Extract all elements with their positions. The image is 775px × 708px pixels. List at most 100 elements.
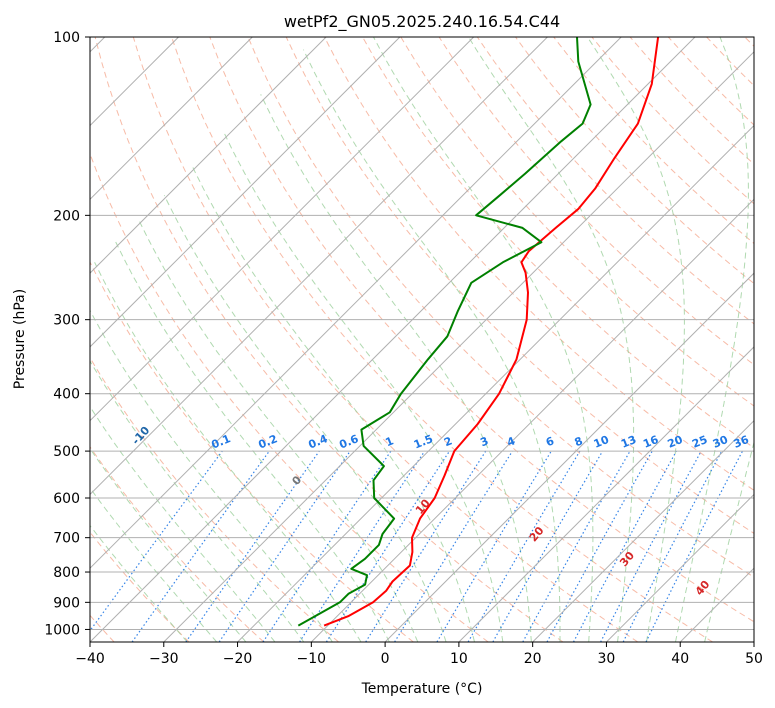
y-axis-title: Pressure (hPa) — [12, 289, 28, 389]
mixing-ratio-line — [394, 450, 513, 642]
x-tick-label: −40 — [75, 651, 105, 667]
isotherm-grid — [90, 37, 754, 642]
mixing-ratio-line — [645, 450, 744, 642]
mixing-ratio-line — [365, 450, 487, 642]
isotherm-line — [90, 37, 622, 569]
dry-adiabat-line — [438, 37, 754, 366]
moist-adiabat-line — [139, 221, 419, 642]
mixing-ratio-label: 6 — [544, 434, 556, 449]
isotherm-line — [310, 198, 754, 642]
mixing-ratio-line — [131, 450, 270, 642]
x-axis-title: Temperature (°C) — [361, 681, 483, 697]
mixing-ratio-label: 10 — [592, 433, 611, 451]
moist-adiabat-line — [163, 195, 447, 642]
moist-adiabat-line — [191, 165, 475, 642]
moist-adiabat-label: 40 — [693, 578, 713, 598]
mixing-ratio-label: 16 — [641, 433, 660, 451]
isotherm-line — [532, 419, 754, 642]
moist-adiabat-label: 30 — [617, 549, 637, 569]
dewpoint-line — [297, 37, 592, 627]
moist-adiabat-line — [373, 37, 594, 642]
x-tick-label: 30 — [598, 651, 616, 667]
moist-adiabat-label: 10 — [413, 496, 433, 516]
plot-frame — [89, 36, 755, 643]
dry-adiabat-line — [90, 356, 339, 642]
mixing-ratio-line — [600, 450, 702, 642]
dry-adiabat-line — [629, 37, 754, 165]
y-tick-label: 300 — [53, 313, 80, 329]
mixing-ratio-label: 25 — [690, 433, 709, 451]
isotherm-line — [90, 37, 475, 422]
x-tick-label: −10 — [297, 651, 327, 667]
mixing-ratio-label: 36 — [732, 433, 751, 451]
isotherm-line — [237, 124, 754, 642]
series-layer — [297, 37, 660, 627]
moist-adiabat-line — [675, 37, 749, 642]
mixing-ratio-label: 2 — [442, 434, 454, 449]
mixing-ratio-line — [262, 450, 392, 642]
x-tick-label: −30 — [149, 651, 179, 667]
isotherm-line — [163, 51, 754, 642]
moist-adiabat-line — [90, 524, 188, 642]
mixing-ratio-label: 0.2 — [256, 432, 279, 451]
dry-adiabat-line — [706, 37, 754, 87]
chart-title: wetPf2_GN05.2025.240.16.54.C44 — [284, 12, 560, 32]
dry-adiabat-line — [171, 37, 713, 642]
x-tick-label: 20 — [524, 651, 542, 667]
mixing-ratio-line — [325, 450, 450, 642]
y-tick-label: 100 — [53, 30, 80, 46]
mixing-ratio-line — [522, 450, 631, 642]
x-tick-label: 40 — [671, 651, 689, 667]
isotherm-line — [90, 37, 548, 496]
moist-adiabat-line — [90, 309, 333, 642]
dry-adiabat-line — [90, 152, 489, 642]
y-tick-label: 600 — [53, 491, 80, 507]
mixing-ratio-line — [185, 450, 320, 642]
dry-adiabat-line — [591, 37, 754, 205]
dry-adiabat-line — [476, 37, 754, 325]
y-tick-label: 800 — [53, 565, 80, 581]
dry-adiabat-line — [247, 37, 754, 578]
mixing-ratio-label: 3 — [478, 434, 490, 449]
y-tick-label: 1000 — [44, 622, 80, 638]
dry-adiabat-line — [209, 37, 754, 623]
background-lines — [90, 37, 754, 642]
isotherm-line — [458, 346, 754, 642]
mixing-ratio-label: 0.1 — [210, 432, 233, 451]
isotherm-line — [606, 493, 754, 642]
mixing-ratio-line — [467, 450, 581, 642]
dry-adiabat-line — [744, 37, 754, 47]
moist-adiabat-line — [302, 49, 561, 642]
moist-adiabat-line — [260, 94, 532, 642]
x-tick-label: 50 — [745, 651, 763, 667]
mixing-ratio-line — [572, 450, 677, 642]
temperature-line — [323, 37, 660, 627]
isotherm-line — [90, 37, 401, 348]
y-tick-label: 900 — [53, 595, 80, 611]
moist-adiabat-line — [90, 487, 218, 642]
isobar-grid — [90, 37, 754, 630]
x-tick-label: 10 — [450, 651, 468, 667]
mixing-ratio-label: 8 — [573, 434, 585, 449]
y-tick-label: 500 — [53, 444, 80, 460]
dry-adiabat-line — [94, 37, 564, 642]
mixing-ratio-line — [90, 450, 223, 632]
dry-adiabat-line — [90, 531, 190, 642]
mixing-ratio-line — [546, 450, 653, 642]
dry-adiabat-line — [90, 446, 265, 642]
dry-adiabat-line — [553, 37, 754, 245]
moist-adiabat-line — [90, 405, 276, 642]
y-axis: 100 200 300 400 500 600 700 800 900 1000 — [44, 30, 90, 638]
dry-adiabat-line — [323, 37, 754, 491]
moist-adiabat-line — [94, 262, 362, 642]
mixing-ratio-line — [218, 450, 351, 642]
moist-adiabat-line — [586, 37, 685, 642]
x-tick-label: 0 — [381, 651, 390, 667]
y-tick-label: 200 — [53, 208, 80, 224]
mixing-ratio-label: 20 — [666, 433, 685, 451]
y-tick-label: 400 — [53, 387, 80, 403]
y-tick-label: 700 — [53, 531, 80, 547]
mixing-ratio-label: 13 — [619, 433, 638, 451]
moist-adiabat-line — [90, 360, 305, 642]
